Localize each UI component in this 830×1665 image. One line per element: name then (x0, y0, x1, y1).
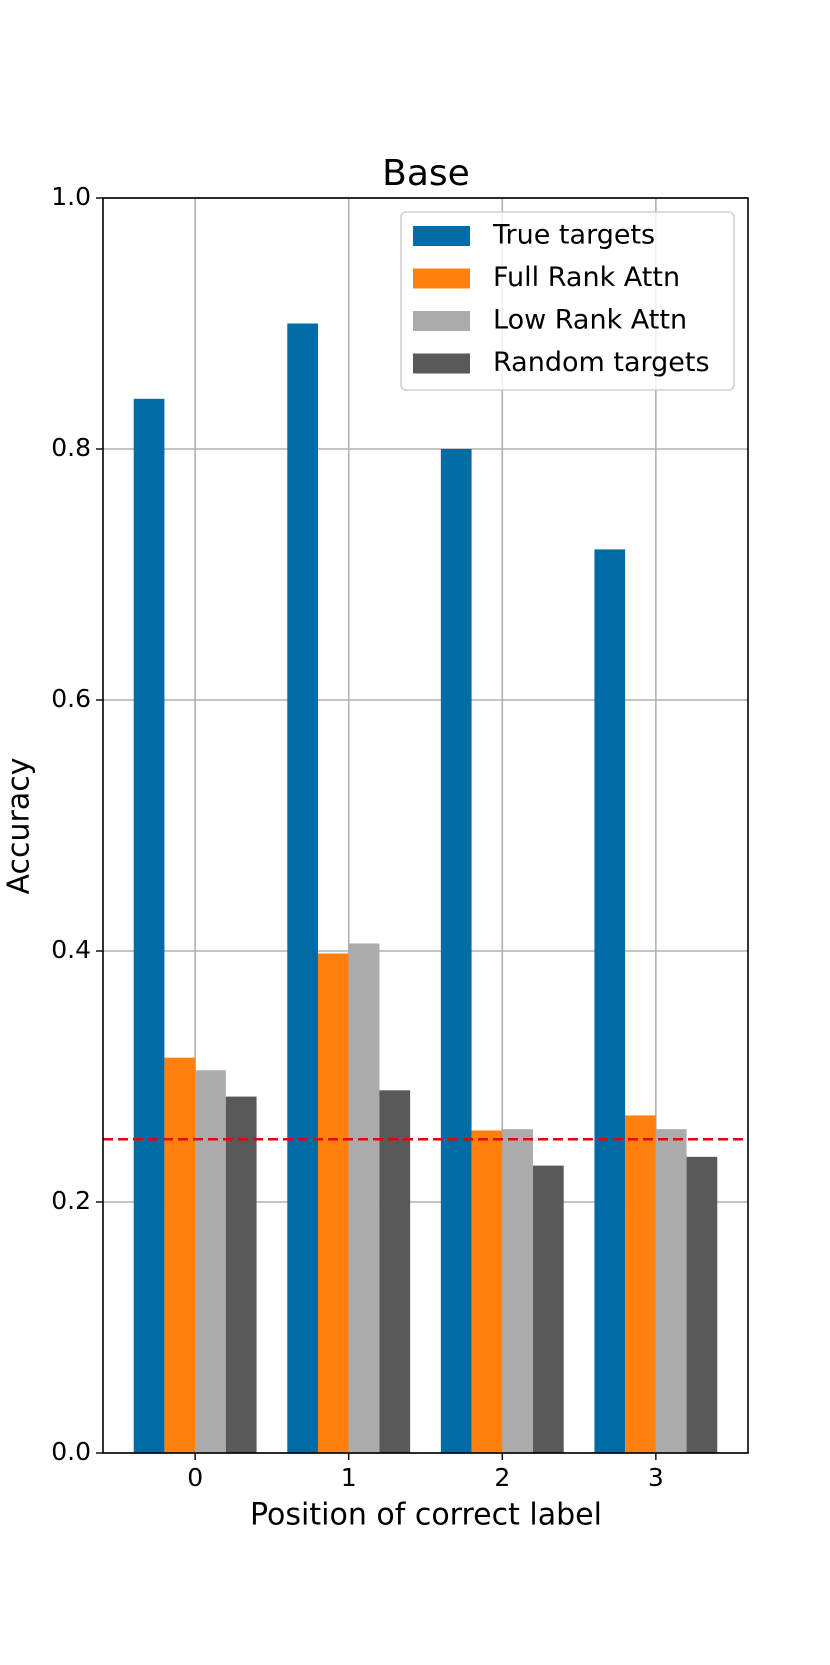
y-tick-label: 0.0 (51, 1437, 91, 1466)
bar (471, 1130, 503, 1453)
y-tick-label: 0.4 (51, 935, 91, 964)
x-tick-label: 2 (494, 1463, 510, 1492)
bar (133, 398, 165, 1453)
bar (502, 1129, 533, 1453)
bar (348, 943, 380, 1453)
x-axis-label: Position of correct label (250, 1498, 602, 1533)
legend: True targets Full Rank Attn Low Rank Attn R… (400, 211, 735, 391)
legend-label: Random targets (493, 347, 710, 378)
bar (625, 1115, 656, 1453)
x-tick-label: 1 (341, 1463, 357, 1492)
legend-swatch (413, 268, 470, 289)
bar (655, 1129, 687, 1453)
bar (533, 1165, 564, 1453)
bar (318, 953, 349, 1453)
y-tick-label: 0.2 (51, 1186, 91, 1215)
bar (594, 549, 626, 1453)
legend-box (400, 211, 735, 391)
x-tick-label: 3 (648, 1463, 664, 1492)
bar (195, 1070, 226, 1453)
legend-label: Low Rank Attn (493, 305, 687, 336)
bar (379, 1090, 411, 1453)
legend-swatch (413, 353, 470, 374)
bar (164, 1057, 196, 1453)
y-tick-label: 0.6 (51, 684, 91, 713)
bar (440, 449, 472, 1453)
bar (225, 1096, 257, 1453)
legend-swatch (413, 311, 470, 331)
plot-frame (102, 197, 749, 1454)
bar (287, 323, 318, 1453)
chart-title: Base (382, 153, 470, 194)
bar (686, 1156, 718, 1453)
y-tick-label: 0.8 (51, 433, 91, 462)
legend-swatch (413, 226, 470, 246)
legend-label: Full Rank Attn (493, 262, 680, 293)
x-tick-label: 0 (187, 1463, 203, 1492)
legend-label: True targets (492, 220, 655, 251)
y-axis-label: Accuracy (2, 758, 37, 895)
y-tick-label: 1.0 (51, 182, 91, 211)
